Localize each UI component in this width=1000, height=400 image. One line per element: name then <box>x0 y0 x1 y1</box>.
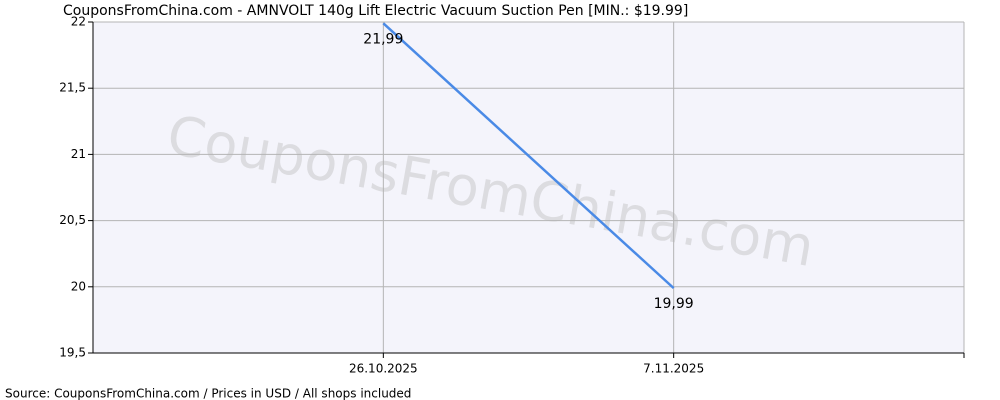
y-tick-label: 20 <box>71 279 86 293</box>
x-tick-label: 26.10.2025 <box>349 362 418 376</box>
x-tick-label: 7.11.2025 <box>643 362 704 376</box>
y-tick-label: 21,5 <box>59 81 86 95</box>
value-label: 21,99 <box>363 31 403 47</box>
chart-title: CouponsFromChina.com - AMNVOLT 140g Lift… <box>63 3 688 19</box>
price-line <box>382 22 675 290</box>
y-tick-label: 19,5 <box>59 346 86 360</box>
y-tick-label: 21 <box>71 147 86 161</box>
plot-area <box>93 22 964 353</box>
value-label: 19,99 <box>654 296 694 312</box>
source-note: Source: CouponsFromChina.com / Prices in… <box>5 387 411 400</box>
y-tick-label: 20,5 <box>59 213 86 227</box>
y-tick-label: 22 <box>71 15 86 29</box>
